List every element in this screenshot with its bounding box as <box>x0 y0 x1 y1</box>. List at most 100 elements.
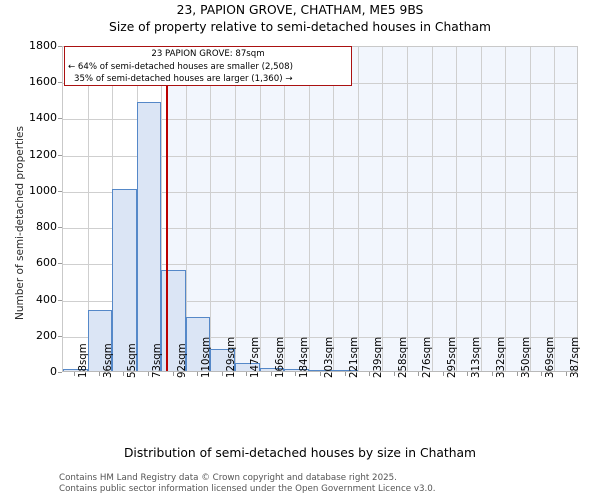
x-tick-label: 129sqm <box>225 336 237 378</box>
x-tick-label: 387sqm <box>569 336 581 378</box>
gridline-x-10 <box>309 47 310 371</box>
x-tick-mark <box>295 372 297 376</box>
gridline-x-16 <box>456 47 457 371</box>
x-tick-mark <box>148 372 149 376</box>
y-tick-label: 800 <box>36 220 57 234</box>
gridline-y-1200 <box>63 155 577 157</box>
annotation-line-2: ← 64% of semi-detached houses are smalle… <box>68 61 293 72</box>
gridline-y-400 <box>63 300 577 302</box>
y-tick-mark <box>58 299 62 301</box>
gridline-x-20 <box>554 47 555 371</box>
x-tick-label: 369sqm <box>545 336 557 378</box>
x-tick-label: 203sqm <box>324 336 335 378</box>
y-tick-label: 0 <box>50 365 57 378</box>
x-tick-label: 332sqm <box>496 336 507 378</box>
bar <box>333 369 358 371</box>
bar <box>284 368 309 371</box>
bar <box>185 316 211 371</box>
gridline-x-6 <box>210 47 211 371</box>
y-tick-mark <box>58 190 62 192</box>
gridline-x-12 <box>358 47 359 371</box>
x-tick-label: 350sqm <box>520 336 532 378</box>
gridline-x-4 <box>161 47 162 371</box>
x-tick-label: 313sqm <box>471 336 483 378</box>
gridline-y-200 <box>63 336 577 338</box>
x-tick-label: 18sqm <box>78 343 90 378</box>
x-tick-label: 147sqm <box>250 336 262 378</box>
bar <box>235 362 260 371</box>
gridline-x-9 <box>284 47 285 371</box>
gridline-x-7 <box>235 47 236 371</box>
y-tick-label: 1000 <box>29 183 57 197</box>
plot-area <box>62 46 578 372</box>
x-tick-label: 276sqm <box>422 336 434 378</box>
y-tick-label: 1600 <box>29 75 57 89</box>
annotation-line-1: 23 PAPION GROVE: 87sqm <box>151 49 265 59</box>
x-tick-mark <box>172 372 174 376</box>
bar <box>210 349 235 371</box>
y-tick-mark <box>58 154 62 156</box>
x-tick-mark <box>74 372 76 376</box>
y-tick-mark <box>58 82 62 84</box>
x-tick-mark <box>221 372 223 376</box>
gridline-x-13 <box>382 47 383 371</box>
y-tick-label: 600 <box>36 256 57 270</box>
bar <box>161 269 186 371</box>
y-tick-mark <box>58 263 62 265</box>
gridline-x-18 <box>505 47 506 371</box>
property-marker-line <box>166 47 169 371</box>
y-tick-mark <box>58 372 62 373</box>
x-tick-label: 92sqm <box>176 343 188 378</box>
footer-line-2: Contains public sector information licen… <box>59 483 436 494</box>
x-tick-mark <box>393 372 395 376</box>
x-tick-mark <box>344 372 346 376</box>
gridline-x-1 <box>88 47 89 371</box>
gridline-x-5 <box>186 47 187 371</box>
x-tick-mark <box>442 372 444 376</box>
x-axis-label: Distribution of semi-detached houses by … <box>123 446 477 460</box>
y-tick-mark <box>58 335 62 337</box>
x-tick-label: 166sqm <box>274 336 286 378</box>
x-tick-mark <box>246 372 248 376</box>
x-tick-mark <box>565 372 567 376</box>
attribution-footer: Contains HM Land Registry data © Crown c… <box>59 473 436 494</box>
x-tick-mark <box>270 372 272 376</box>
gridline-y-1400 <box>63 119 577 121</box>
gridline-y-1000 <box>63 191 577 193</box>
x-tick-mark <box>320 372 321 376</box>
gridline-x-14 <box>407 47 408 371</box>
x-tick-label: 295sqm <box>446 336 458 378</box>
footer-line-1: Contains HM Land Registry data © Crown c… <box>59 473 397 483</box>
y-tick-mark <box>58 46 62 47</box>
bar <box>63 368 88 371</box>
gridline-x-8 <box>260 47 261 371</box>
chart-subtitle: Size of property relative to semi-detach… <box>109 20 491 34</box>
y-tick-label: 1200 <box>29 147 57 161</box>
y-tick-mark <box>58 118 62 120</box>
x-tick-mark <box>123 372 125 376</box>
bar <box>136 101 162 371</box>
gridline-x-15 <box>432 47 433 371</box>
gridline-x-17 <box>481 47 482 371</box>
x-tick-mark <box>98 372 100 376</box>
y-tick-mark <box>58 227 62 229</box>
bar <box>308 369 334 371</box>
page-title: 23, PAPION GROVE, CHATHAM, ME5 9BS <box>176 3 424 17</box>
gridline-x-11 <box>333 47 334 371</box>
bar <box>112 188 137 371</box>
gridline-y-800 <box>63 228 577 230</box>
x-tick-label: 221sqm <box>348 336 360 378</box>
x-tick-mark <box>369 372 371 376</box>
y-tick-label: 1800 <box>29 39 57 52</box>
x-tick-mark <box>541 372 543 376</box>
x-tick-mark <box>197 372 199 376</box>
x-tick-label: 239sqm <box>373 336 385 378</box>
x-tick-label: 258sqm <box>397 336 409 378</box>
annotation-line-3: 35% of semi-detached houses are larger (… <box>74 74 293 85</box>
gridline-x-19 <box>530 47 531 371</box>
x-tick-mark <box>492 372 493 376</box>
bar <box>87 310 113 371</box>
bar <box>259 367 285 371</box>
y-tick-label: 200 <box>36 328 57 342</box>
